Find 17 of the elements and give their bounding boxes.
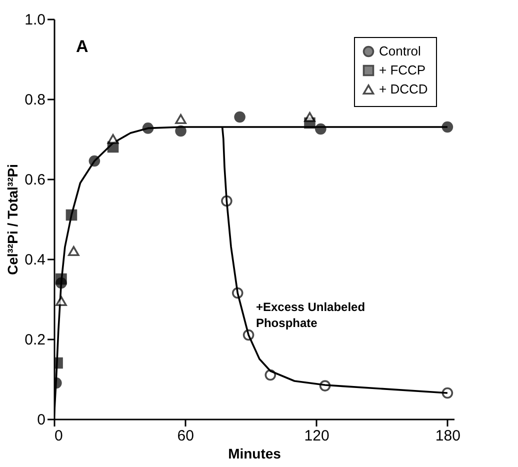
y-tick-label: 0.8 <box>24 92 46 108</box>
annotation: A <box>76 37 88 56</box>
legend-label: + DCCD <box>379 82 428 96</box>
legend-label: Control <box>379 44 422 58</box>
annotation: +Excess Unlabeled Phosphate <box>256 300 366 330</box>
x-tick-label: 60 <box>177 428 194 444</box>
x-axis-title: Minutes <box>228 446 282 462</box>
y-axis-title: Cel³²Pi / Total³²Pi <box>4 164 21 275</box>
y-tick-label: 0.6 <box>24 172 46 188</box>
x-tick-label: 120 <box>304 428 330 444</box>
legend-label: + FCCP <box>379 62 426 78</box>
y-tick-label: 0.4 <box>24 252 46 268</box>
x-tick-label: 180 <box>435 428 460 444</box>
y-tick-label: 0 <box>37 412 46 428</box>
y-tick-label: 1.0 <box>24 12 46 28</box>
y-tick-label: 0.2 <box>24 332 46 348</box>
x-tick-label: 0 <box>54 428 63 444</box>
